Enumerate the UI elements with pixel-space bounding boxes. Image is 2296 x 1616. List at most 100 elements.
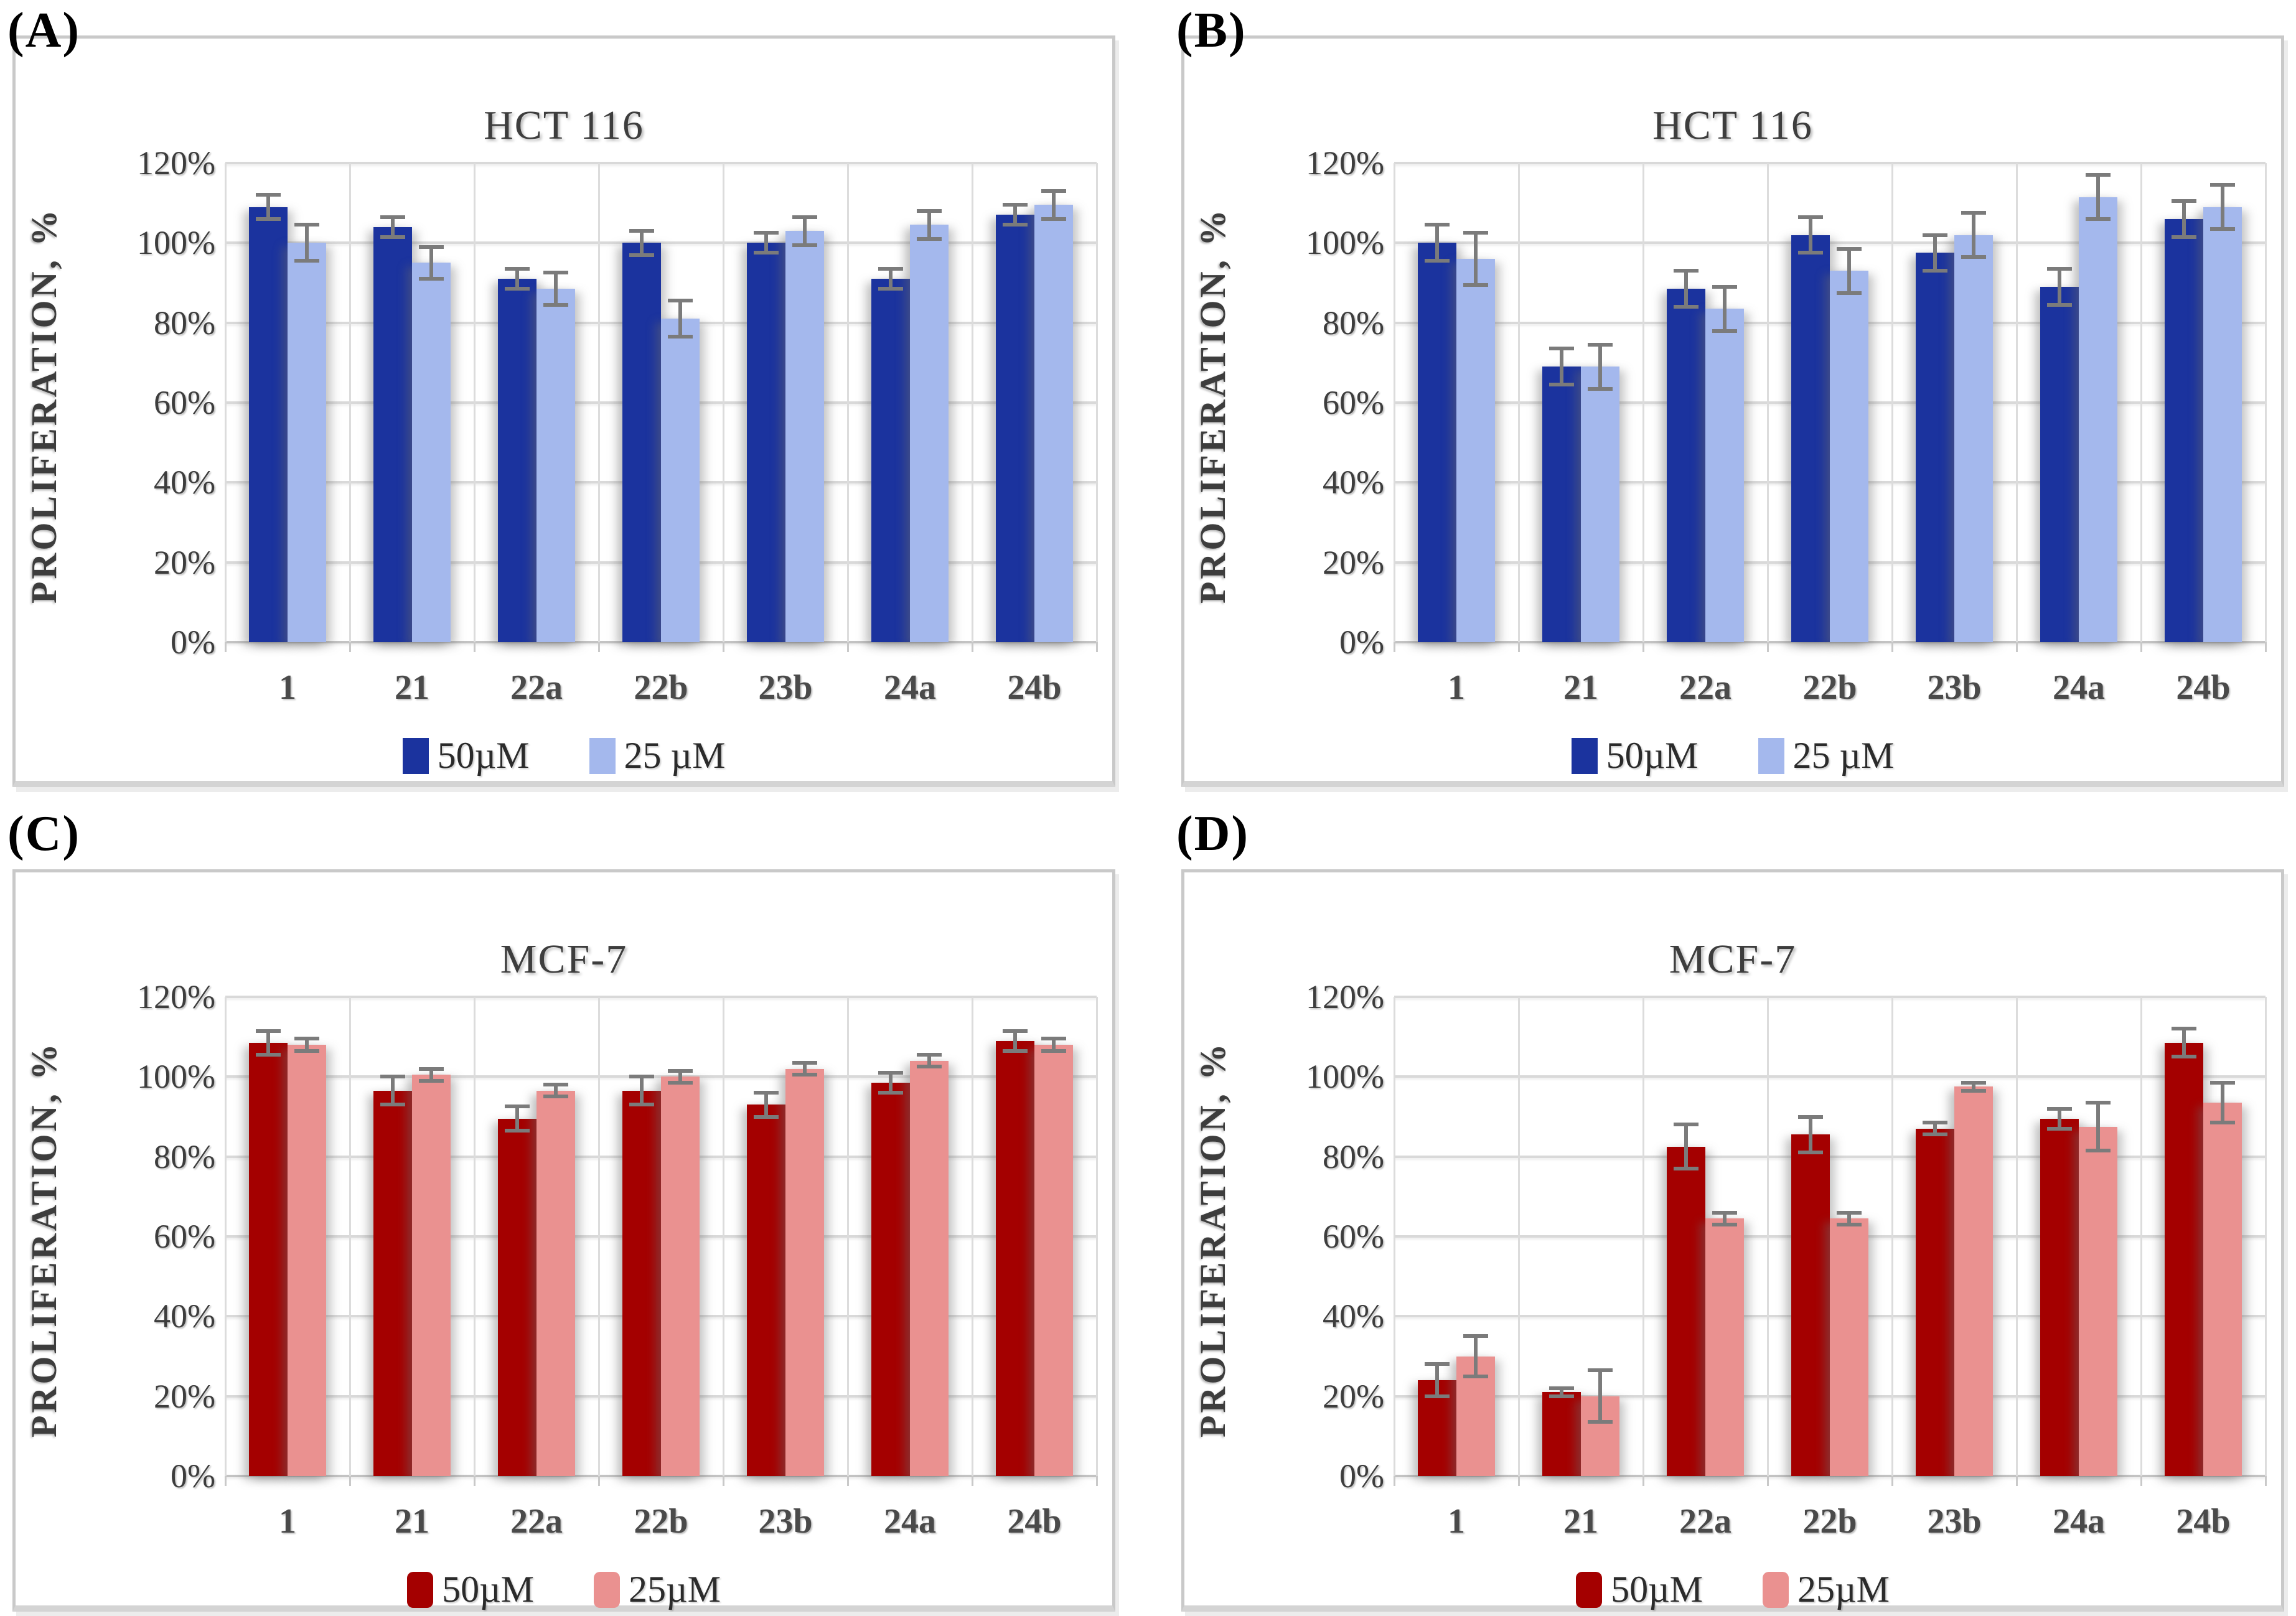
- error-bar-whisker: [391, 1077, 395, 1105]
- bar-21-25 µM: [1581, 367, 1619, 642]
- y-tick-label: 20%: [154, 543, 215, 581]
- error-bar-cap-bottom: [917, 1065, 942, 1069]
- gridline-vertical: [2016, 997, 2018, 1476]
- bar-23b-25 µM: [785, 231, 824, 642]
- x-axis-tick: [1096, 642, 1098, 652]
- gridline-vertical: [349, 997, 351, 1476]
- bar-22a-25µM: [537, 1090, 575, 1476]
- legend: 50µM 25 µM: [16, 734, 1112, 777]
- error-bar-cap-top: [380, 1075, 405, 1079]
- error-bar-cap-bottom: [1712, 1222, 1737, 1226]
- gridline-horizontal: [225, 996, 1097, 998]
- error-bar-cap-top: [2086, 173, 2111, 177]
- error-bar-whisker: [1933, 235, 1937, 271]
- x-tick-label: 23b: [758, 668, 813, 707]
- legend-label: 50µM: [1606, 735, 1699, 776]
- error-bar-whisker: [1474, 1336, 1478, 1376]
- x-tick-label: 21: [1563, 668, 1598, 707]
- gridline-horizontal: [225, 241, 1097, 245]
- error-bar-whisker: [1684, 1124, 1688, 1169]
- x-tick-label: 1: [279, 1502, 296, 1541]
- x-axis-tick: [972, 642, 973, 652]
- error-bar-cap-top: [792, 215, 817, 219]
- x-axis-tick: [474, 642, 476, 652]
- error-bar-whisker: [554, 1085, 558, 1097]
- error-bar-cap-bottom: [1041, 1049, 1066, 1053]
- x-axis-tick: [847, 642, 849, 652]
- error-bar-whisker: [1435, 1364, 1439, 1396]
- error-bar-cap-bottom: [1923, 269, 1947, 273]
- x-axis-tick: [225, 642, 227, 652]
- error-bar-whisker: [429, 246, 433, 279]
- panel-a: HCT 116 PROLIFERATION, % 0% 20% 40% 60% 80% 1…: [12, 35, 1115, 787]
- gridline-vertical: [2265, 997, 2267, 1476]
- error-bar-cap-bottom: [629, 1103, 654, 1107]
- error-bar-cap-top: [1712, 1210, 1737, 1215]
- error-bar-cap-top: [1588, 342, 1613, 347]
- error-bar-cap-bottom: [754, 251, 779, 255]
- y-tick-label: 120%: [1306, 144, 1384, 182]
- error-bar-cap-bottom: [792, 243, 817, 247]
- error-bar-cap-top: [294, 223, 319, 227]
- error-bar-whisker: [803, 217, 807, 245]
- bar-1-25 µM: [288, 243, 326, 642]
- x-axis-tick: [1891, 1476, 1893, 1486]
- x-tick-label: 21: [395, 668, 429, 707]
- x-axis-tick: [225, 1476, 227, 1486]
- gridline-horizontal: [225, 1475, 1097, 1477]
- error-bar-whisker: [640, 231, 644, 255]
- x-axis-tick: [1642, 642, 1644, 652]
- y-tick-label: 120%: [137, 978, 215, 1016]
- error-bar-cap-top: [2210, 1080, 2235, 1085]
- error-bar-whisker: [1052, 1039, 1056, 1051]
- y-tick-label: 120%: [1306, 978, 1384, 1016]
- bar-24a-50µM: [2040, 1118, 2079, 1476]
- y-tick-label: 20%: [1323, 1377, 1384, 1415]
- error-bar-cap-bottom: [1588, 386, 1613, 391]
- x-tick-label: 22b: [634, 668, 688, 707]
- y-tick-label: 0%: [1339, 1457, 1384, 1495]
- y-tick-label: 100%: [137, 224, 215, 262]
- error-bar-cap-top: [1003, 203, 1028, 207]
- bar-1-50µM: [249, 207, 288, 642]
- gridline-vertical: [225, 997, 227, 1476]
- error-bar-whisker: [1560, 1388, 1563, 1396]
- legend-swatch: [402, 737, 429, 774]
- plot-area: [225, 996, 1098, 1477]
- error-bar-cap-top: [1463, 1334, 1488, 1338]
- y-tick-label: 80%: [154, 304, 215, 342]
- x-axis-tick: [1891, 642, 1893, 652]
- error-bar-cap-top: [1041, 189, 1066, 193]
- bar-22a-50µM: [1667, 1146, 1705, 1476]
- x-tick-label: 24b: [1007, 668, 1062, 707]
- x-axis-tick: [349, 1476, 351, 1486]
- legend-swatch: [589, 737, 616, 774]
- error-bar-cap-bottom: [2047, 1126, 2072, 1131]
- bar-21-25µM: [412, 1075, 451, 1476]
- bar-24b-50µM: [996, 1040, 1034, 1476]
- legend-label: 50µM: [442, 1569, 534, 1610]
- error-bar-cap-bottom: [505, 1128, 530, 1133]
- gridline-vertical: [1767, 997, 1769, 1476]
- error-bar-whisker: [803, 1062, 807, 1075]
- error-bar-cap-bottom: [1425, 259, 1450, 263]
- error-bar-whisker: [2058, 1108, 2061, 1129]
- x-tick-label: 24a: [884, 668, 936, 707]
- error-bar-cap-top: [1961, 1080, 1986, 1085]
- y-tick-label: 60%: [154, 384, 215, 421]
- legend-item: 25µM: [594, 1568, 721, 1611]
- error-bar-cap-bottom: [1923, 1133, 1947, 1137]
- legend-item: 50µM: [1576, 1568, 1703, 1611]
- panel-d: MCF-7 PROLIFERATION, % 0% 20% 40% 60% 80% 100…: [1181, 869, 2284, 1612]
- error-bar-whisker: [554, 273, 558, 305]
- y-tick-label: 60%: [154, 1218, 215, 1255]
- error-bar-whisker: [1013, 1030, 1017, 1051]
- error-bar-cap-bottom: [2047, 302, 2072, 307]
- error-bar-cap-top: [505, 1105, 530, 1109]
- x-tick-label: 22b: [1802, 1502, 1857, 1541]
- error-bar-cap-top: [1549, 1386, 1574, 1390]
- bar-21-50µM: [373, 1090, 412, 1476]
- legend-swatch: [1758, 737, 1784, 774]
- bar-21-50µM: [1542, 367, 1581, 642]
- error-bar-whisker: [1598, 1370, 1602, 1422]
